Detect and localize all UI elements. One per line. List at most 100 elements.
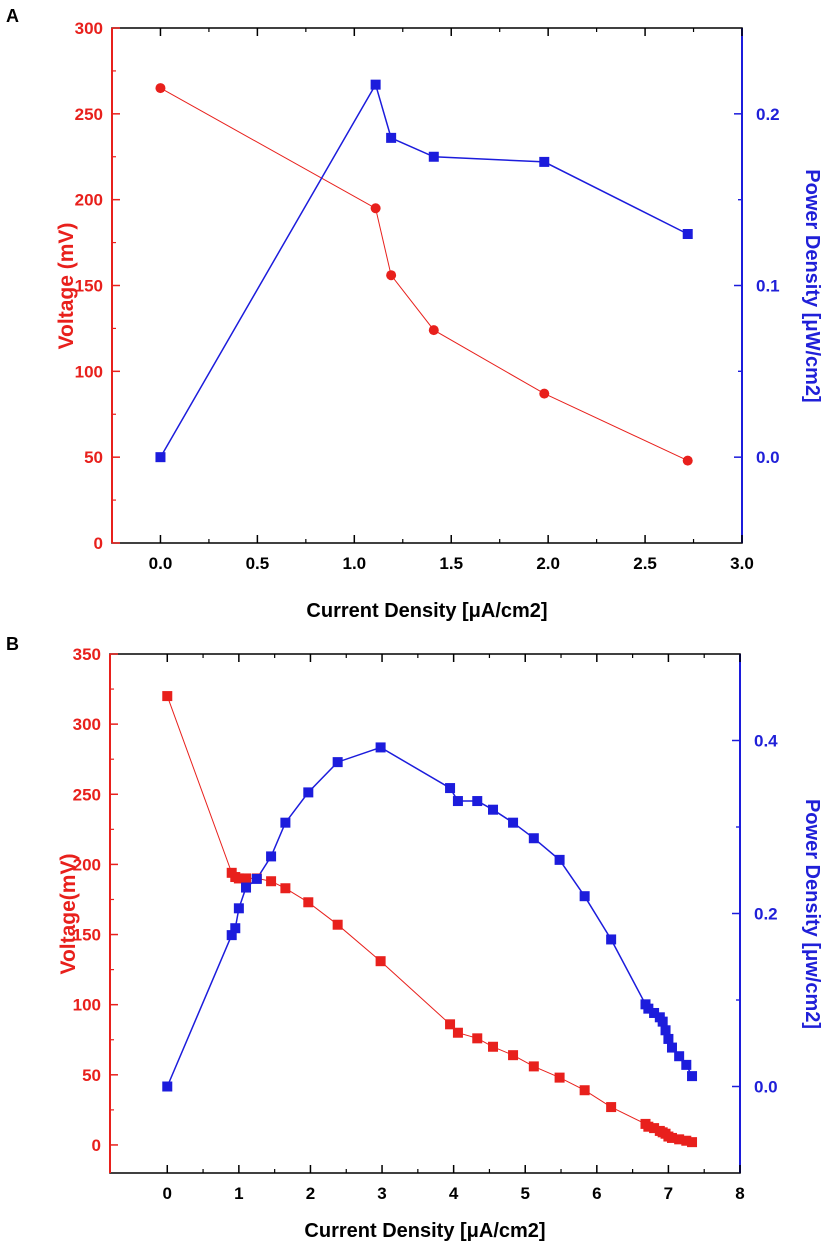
panel-a-power-point <box>386 132 397 143</box>
panel-b-voltage-point <box>233 873 244 884</box>
panel-b-power-point <box>606 934 617 945</box>
panel-b-plot-frame <box>109 653 741 1174</box>
panel-a-series-markers <box>155 79 693 466</box>
panel-b-x-tick-label: 6 <box>592 1184 601 1203</box>
panel-b-y2-tick-label: 0.4 <box>754 732 778 751</box>
panel-a-power-point <box>428 151 439 162</box>
panel-a-power-point <box>370 79 381 90</box>
panel-b-x-axis-label: Current Density [μA/cm2] <box>304 1220 545 1242</box>
panel-a-y-tick-label: 50 <box>84 448 103 467</box>
panel-a-voltage-point <box>428 325 439 336</box>
panel-b-y-tick-label: 100 <box>73 996 101 1015</box>
panel-a-series-lines <box>159 82 689 462</box>
panel-b-power-point <box>266 851 277 862</box>
panel-b-voltage-point <box>162 691 173 702</box>
panel-b-y-axis-label: Voltage(mV) <box>57 854 80 975</box>
panel-b-power-point <box>554 854 565 865</box>
panel-a-power-point <box>539 156 550 167</box>
panel-a-voltage-point <box>539 388 550 399</box>
panel-b-y2-label-text: Power Density [μw/cm2] <box>801 799 823 1029</box>
panel-b-voltage-point <box>554 1072 565 1083</box>
panel-b-x-tick-label: 5 <box>520 1184 529 1203</box>
panel-b-voltage-point <box>666 1132 677 1143</box>
panel-b-power-point <box>280 817 291 828</box>
panel-b-y-tick-label: 300 <box>73 715 101 734</box>
panel-b-voltage-point <box>528 1061 539 1072</box>
panel-a-voltage-point <box>370 203 381 214</box>
panel-b-power-point <box>649 1007 660 1018</box>
panel-b-power-point <box>681 1059 692 1070</box>
panel-a-x-tick-label: 0.5 <box>246 554 270 573</box>
panel-b-power-line <box>166 746 693 1087</box>
panel-b-power-point <box>251 873 262 884</box>
panel-b-voltage-point <box>375 956 386 967</box>
panel-a-voltage-point <box>682 455 693 466</box>
panel-a-chart: A 0.0 0.5 1.0 1.5 2.0 2.5 3.0 0 50 100 150 200 250 30… <box>6 6 823 622</box>
panel-b-voltage-point <box>681 1135 692 1146</box>
panel-a-y2-tick-label: 0.2 <box>756 105 780 124</box>
panel-a-y-tick-label: 250 <box>75 105 103 124</box>
panel-b-voltage-point <box>303 897 314 908</box>
panel-b-x-tick-label: 8 <box>735 1184 744 1203</box>
panel-a-y-tick-label: 100 <box>75 362 103 381</box>
panel-a-power-line <box>159 82 689 458</box>
panel-b-power-point <box>663 1033 674 1044</box>
panel-a-voltage-point <box>155 83 166 94</box>
panel-b-series-markers <box>162 691 698 1148</box>
panel-b-chart: B 0 1 2 3 4 5 6 7 8 0 50 100 150 200 250 300 350 0.0 0.2 0.… <box>6 634 823 1242</box>
panel-b-x-tick-label: 2 <box>306 1184 315 1203</box>
panel-a-y2-axis-label: Power Density [μW/cm2] <box>801 169 823 402</box>
panel-b-voltage-point <box>280 883 291 894</box>
panel-b-voltage-point <box>445 1019 456 1030</box>
panel-a-voltage-line <box>160 87 688 462</box>
panel-b-voltage-point <box>643 1121 654 1132</box>
panel-b-power-point <box>643 1003 654 1014</box>
panel-b-x-tick-label: 4 <box>449 1184 459 1203</box>
panel-a-plot-frame <box>111 27 743 544</box>
panel-b-y-tick-label: 50 <box>82 1066 101 1085</box>
panel-b-power-point <box>162 1081 173 1092</box>
panel-b-series-lines <box>166 695 693 1143</box>
panel-a-y2-label-text: Power Density [μW/cm2] <box>801 169 823 402</box>
panel-b-voltage-line <box>166 695 693 1143</box>
panel-b-x-tick-label: 3 <box>377 1184 386 1203</box>
panel-b-y-tick-label: 150 <box>73 926 101 945</box>
panel-a-power-point <box>682 229 693 239</box>
panel-b-power-point <box>528 833 539 844</box>
panel-b-power-point <box>657 1016 668 1027</box>
panel-b-voltage-point <box>674 1134 685 1145</box>
panel-b-voltage-point <box>452 1027 463 1038</box>
panel-a-y-tick-label: 0 <box>94 534 103 553</box>
panel-b-power-point <box>332 757 343 768</box>
panel-b-voltage-point <box>488 1041 499 1052</box>
panel-b-power-point <box>687 1071 698 1082</box>
panel-b-voltage-point <box>332 919 343 930</box>
panel-a-letter: A <box>6 6 19 26</box>
panel-b-power-point <box>226 930 237 941</box>
panel-b-voltage-point <box>579 1085 590 1096</box>
panel-b-y2-tick-label: 0.0 <box>754 1078 778 1097</box>
panel-b-x-tick-label: 1 <box>234 1184 243 1203</box>
panel-b-power-point <box>579 891 590 902</box>
panel-b-y-tick-label: 350 <box>73 645 101 664</box>
panel-b-voltage-point <box>687 1137 698 1148</box>
panel-b-power-point <box>674 1051 685 1062</box>
panel-a-y2-tick-label: 0.0 <box>756 448 780 467</box>
panel-b-power-point <box>445 783 456 794</box>
panel-b-y-tick-label: 0 <box>92 1136 101 1155</box>
panel-a-y-tick-label: 300 <box>75 19 103 38</box>
panel-a-y-tick-label: 150 <box>75 277 103 296</box>
panel-a-power-point <box>155 452 166 463</box>
panel-b-power-point <box>508 817 519 828</box>
panel-a-x-tick-label: 2.0 <box>536 554 560 573</box>
panel-b-x-tick-label: 0 <box>163 1184 172 1203</box>
panel-b-y2-tick-label: 0.2 <box>754 905 778 924</box>
panel-b-y-tick-label: 200 <box>73 855 101 874</box>
panel-b-voltage-point <box>266 876 277 887</box>
panel-a-y2-tick-label: 0.1 <box>756 277 780 296</box>
panel-a-y-tick-label: 200 <box>75 191 103 210</box>
panel-b-power-point <box>488 804 499 815</box>
panel-b-power-point <box>452 796 463 807</box>
panel-a-x-tick-label: 1.0 <box>342 554 366 573</box>
